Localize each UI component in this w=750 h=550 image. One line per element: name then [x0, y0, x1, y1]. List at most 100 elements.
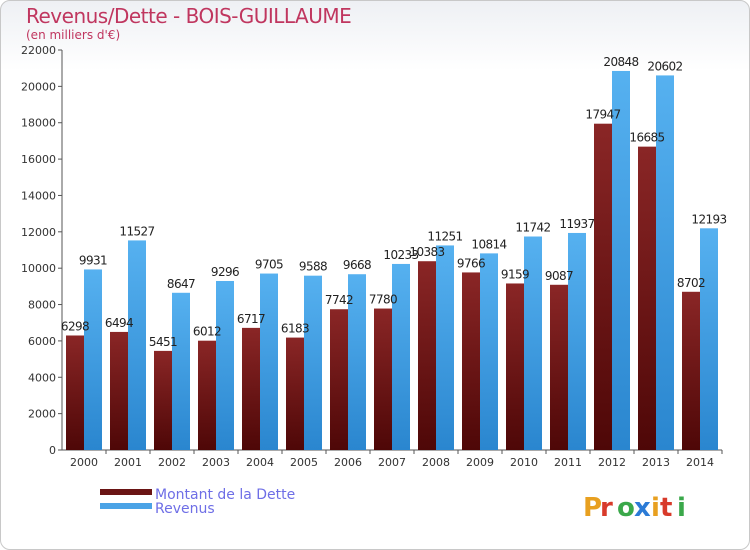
x-tick-label: 2006 — [334, 456, 362, 469]
x-tick-label: 2005 — [290, 456, 318, 469]
data-label-dette: 8702 — [677, 276, 705, 290]
data-label-dette: 6298 — [61, 319, 89, 333]
proxiti-logo: Pr o x i t i — [583, 493, 686, 523]
bar-revenus — [216, 280, 234, 450]
bar-revenus — [128, 240, 146, 450]
bar-revenus — [436, 245, 454, 450]
data-label-revenus: 11251 — [427, 229, 462, 243]
x-tick-label: 2009 — [466, 456, 494, 469]
y-tick-label: 10000 — [21, 262, 56, 275]
data-label-dette: 7780 — [369, 293, 397, 307]
bar-dette — [594, 123, 612, 450]
bar-dette — [506, 283, 524, 450]
x-tick-label: 2012 — [598, 456, 626, 469]
y-tick-label: 4000 — [28, 371, 56, 384]
data-label-revenus: 9931 — [79, 253, 107, 267]
bar-dette — [550, 284, 568, 450]
data-label-dette: 6494 — [105, 316, 133, 330]
x-tick-label: 2007 — [378, 456, 406, 469]
bar-dette — [682, 291, 700, 450]
y-tick-label: 8000 — [28, 299, 56, 312]
bar-dette — [110, 331, 128, 450]
data-label-dette: 5451 — [149, 335, 177, 349]
bar-revenus — [524, 236, 542, 450]
data-label-dette: 17947 — [585, 108, 620, 122]
bar-revenus — [172, 292, 190, 450]
bar-dette — [418, 261, 436, 450]
logo-letter: i — [677, 493, 686, 523]
bar-revenus — [84, 269, 102, 450]
data-label-revenus: 9296 — [211, 265, 239, 279]
bar-dette — [638, 146, 656, 451]
data-label-dette: 9766 — [457, 256, 485, 270]
logo-letter: x — [634, 493, 651, 523]
bar-revenus — [480, 253, 498, 450]
x-tick-label: 2001 — [114, 456, 142, 469]
logo-letter: i — [651, 493, 660, 523]
data-label-revenus: 20602 — [647, 59, 682, 73]
bar-dette — [242, 327, 260, 450]
data-label-revenus: 11937 — [559, 217, 594, 231]
bar-dette — [66, 335, 84, 450]
x-tick-label: 2004 — [246, 456, 274, 469]
data-label-dette: 6012 — [193, 325, 221, 339]
bar-revenus — [260, 273, 278, 450]
x-tick-label: 2003 — [202, 456, 230, 469]
logo-letter: o — [617, 493, 635, 523]
chart-subtitle: (en milliers d'€) — [26, 28, 121, 42]
data-label-revenus: 9705 — [255, 258, 283, 272]
bar-revenus — [348, 274, 366, 450]
data-label-revenus: 9588 — [299, 260, 327, 274]
bar-dette — [330, 309, 348, 450]
data-label-revenus: 9668 — [343, 258, 371, 272]
logo-letter: P — [583, 493, 602, 523]
bar-revenus — [656, 75, 674, 450]
bar-revenus — [700, 228, 718, 450]
bar-revenus — [612, 70, 630, 450]
x-tick-label: 2013 — [642, 456, 670, 469]
bar-dette — [154, 350, 172, 450]
data-label-dette: 10383 — [409, 245, 444, 259]
x-tick-label: 2000 — [70, 456, 98, 469]
legend-label-dette: Montant de la Dette — [155, 487, 295, 503]
y-tick-label: 2000 — [28, 408, 56, 421]
y-tick-label: 14000 — [21, 189, 56, 202]
data-label-dette: 7742 — [325, 293, 353, 307]
x-tick-label: 2014 — [686, 456, 714, 469]
bar-dette — [462, 272, 480, 450]
data-label-dette: 16685 — [629, 131, 664, 145]
data-label-revenus: 8647 — [167, 277, 195, 291]
bar-revenus — [568, 232, 586, 450]
y-tick-label: 22000 — [21, 44, 56, 57]
y-tick-label: 12000 — [21, 226, 56, 239]
x-tick-label: 2011 — [554, 456, 582, 469]
data-label-revenus: 12193 — [691, 212, 726, 226]
bar-dette — [198, 340, 216, 450]
legend-swatch-dette — [100, 489, 152, 495]
chart-title: Revenus/Dette - BOIS-GUILLAUME — [26, 4, 352, 28]
data-label-revenus: 10233 — [383, 248, 418, 262]
data-label-revenus: 20848 — [603, 55, 638, 69]
x-tick-label: 2008 — [422, 456, 450, 469]
data-label-revenus: 11742 — [515, 221, 550, 235]
data-label-revenus: 10814 — [471, 237, 506, 251]
bar-revenus — [392, 263, 410, 450]
legend-swatch-revenus — [100, 503, 152, 509]
bar-dette — [374, 308, 392, 450]
logo-letter: t — [660, 493, 672, 523]
logo-letter: r — [600, 493, 613, 523]
x-tick-label: 2010 — [510, 456, 538, 469]
y-tick-label: 18000 — [21, 117, 56, 130]
data-label-dette: 9159 — [501, 267, 529, 281]
bar-dette — [286, 337, 304, 450]
y-tick-label: 6000 — [28, 335, 56, 348]
x-tick-label: 2002 — [158, 456, 186, 469]
data-label-revenus: 11527 — [119, 224, 154, 238]
data-label-dette: 9087 — [545, 269, 573, 283]
y-tick-label: 0 — [49, 444, 56, 457]
data-label-dette: 6183 — [281, 322, 309, 336]
y-tick-label: 16000 — [21, 153, 56, 166]
legend-label-revenus: Revenus — [155, 501, 215, 517]
bar-revenus — [304, 275, 322, 450]
